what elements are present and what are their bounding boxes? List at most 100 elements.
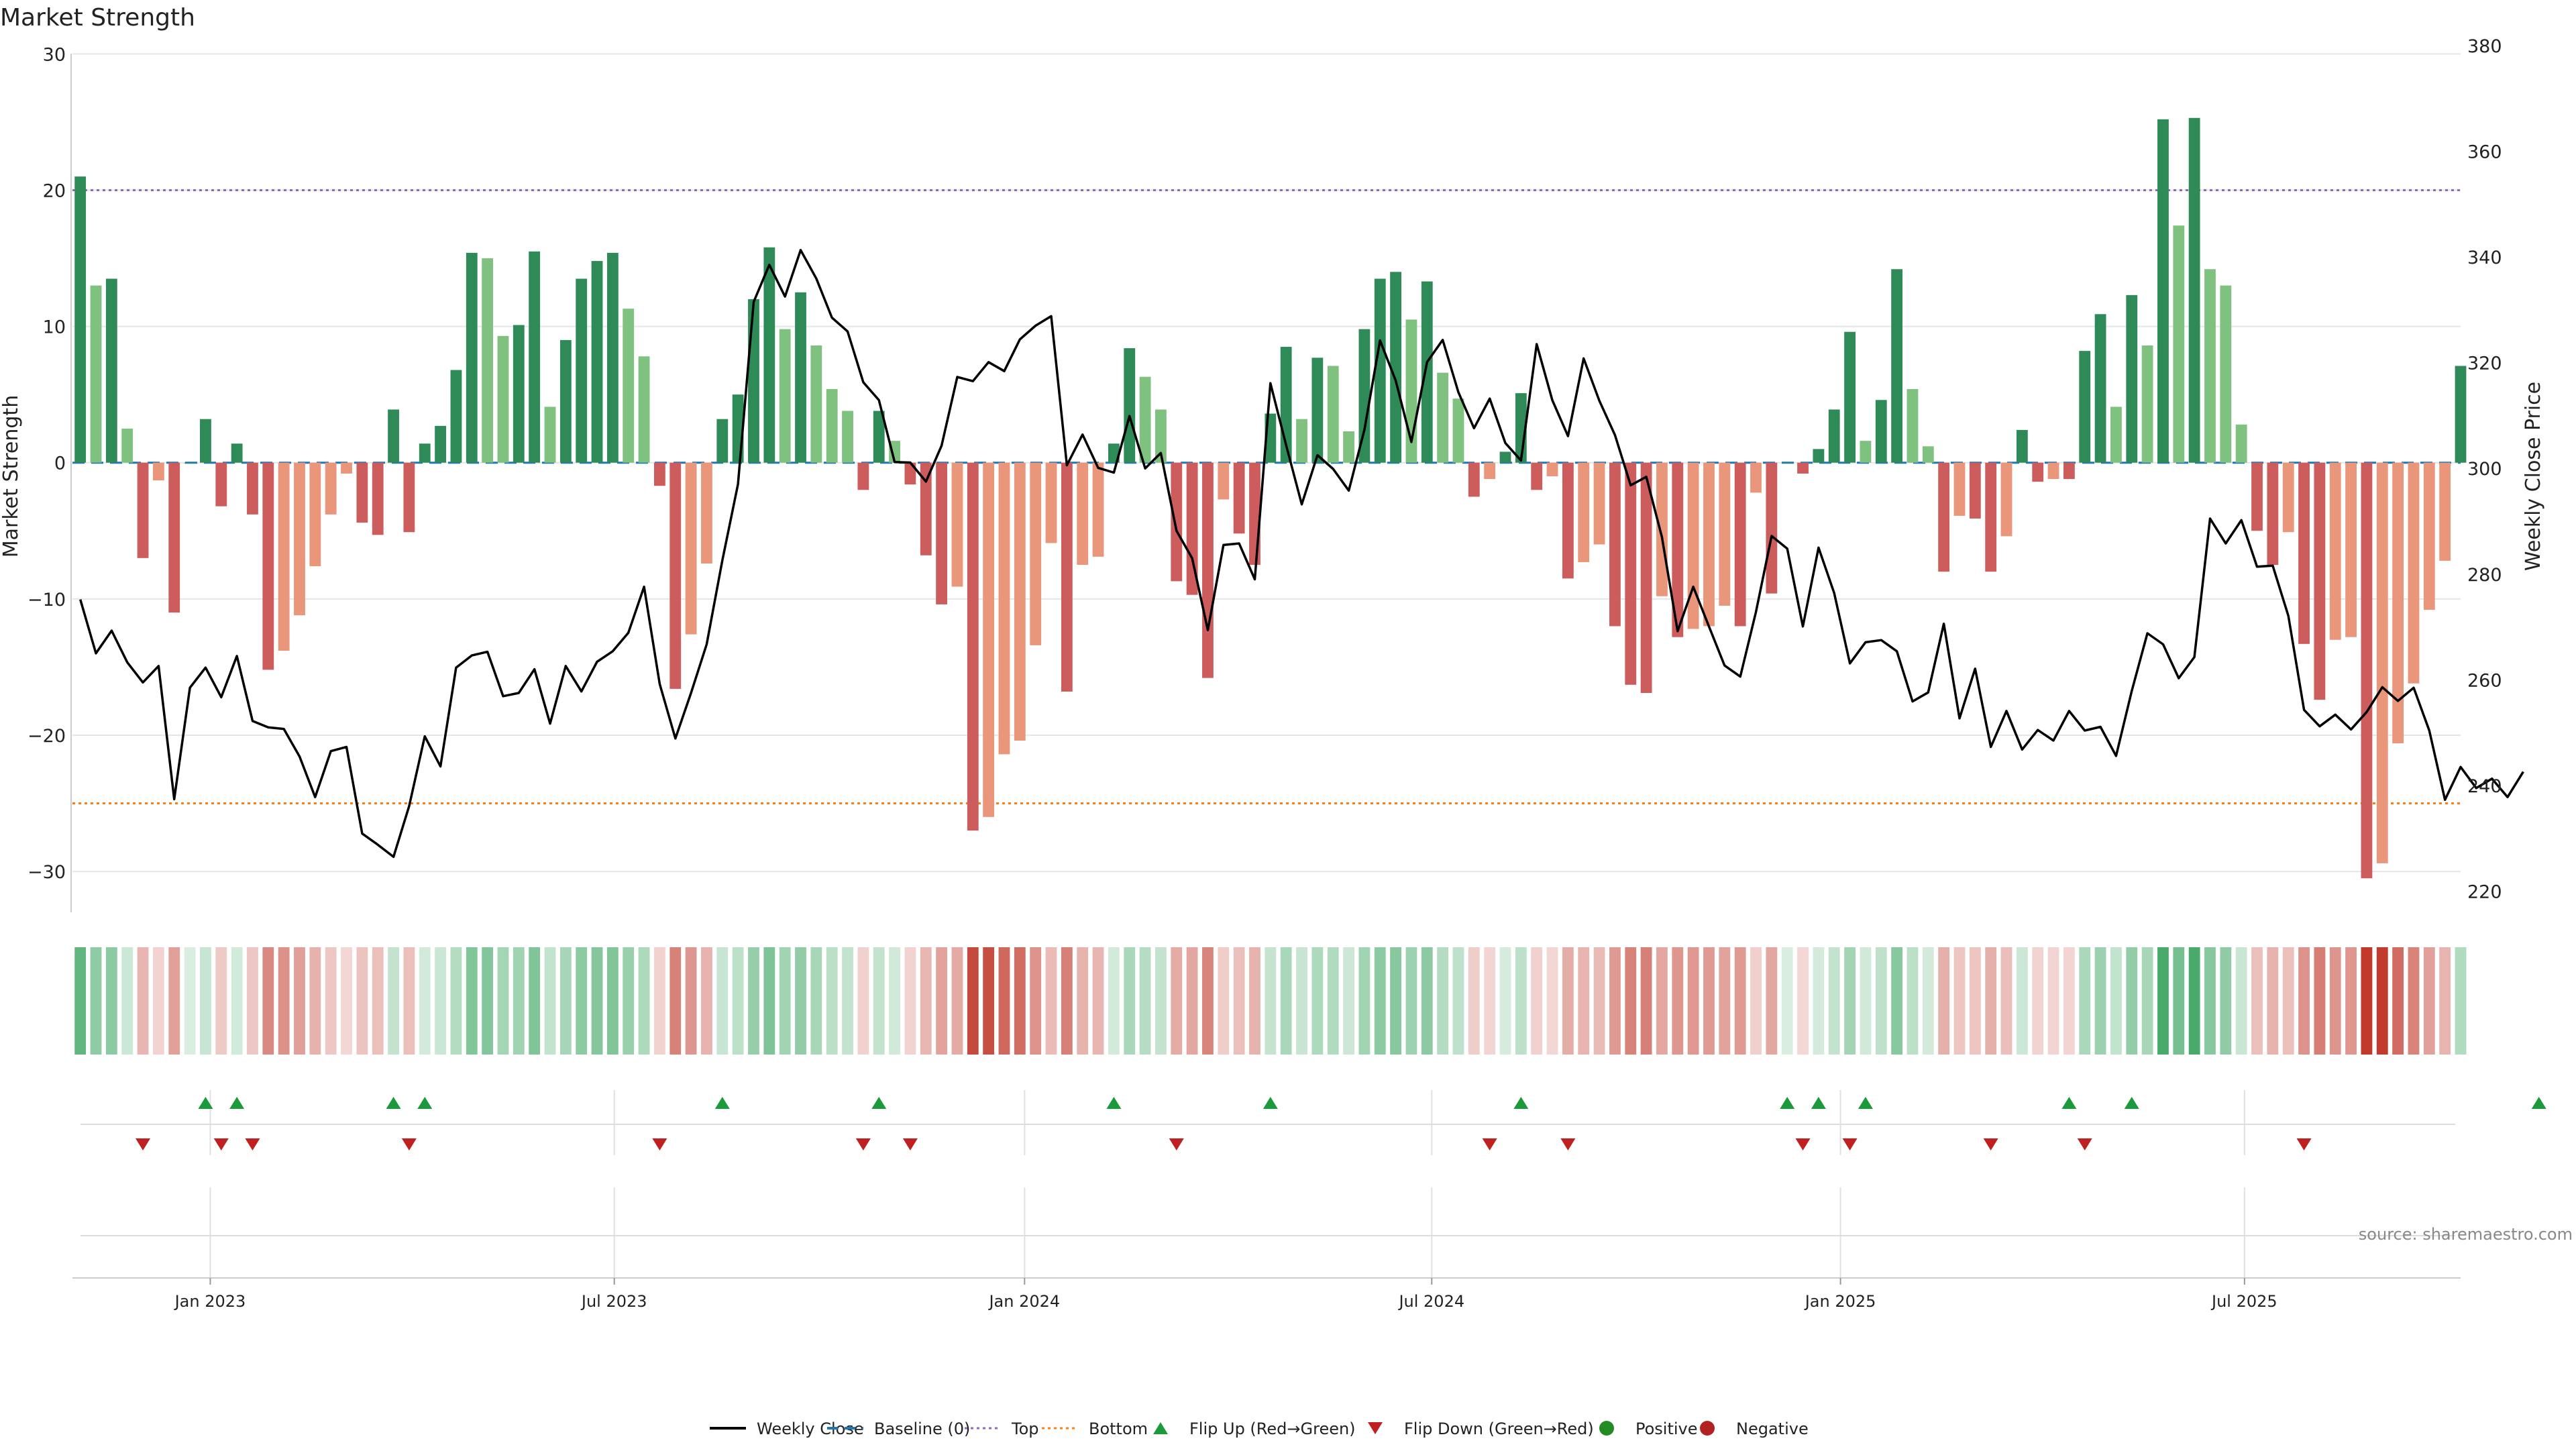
heat-cell	[1437, 947, 1449, 1055]
strength-bar	[716, 419, 729, 463]
strength-bar	[1672, 462, 1684, 637]
heat-cell	[74, 947, 87, 1055]
strength-bar	[1953, 462, 1966, 516]
strength-bar	[1609, 462, 1621, 627]
heat-cell	[1828, 947, 1840, 1055]
strength-bar	[685, 462, 697, 635]
y2-axis-label: Weekly Close Price	[2522, 382, 2545, 571]
strength-bar	[1875, 400, 1887, 463]
strength-bar	[1171, 462, 1183, 582]
x-tick-label: Jan 2024	[987, 1292, 1060, 1311]
heat-cell	[1907, 947, 1919, 1055]
heat-cell	[482, 947, 494, 1055]
strength-bar	[1374, 278, 1386, 463]
strength-bar	[1077, 462, 1089, 566]
x-tick-label: Jul 2025	[2210, 1292, 2277, 1311]
heat-cell	[121, 947, 133, 1055]
heat-cell	[591, 947, 603, 1055]
y2-tick-label: 360	[2467, 142, 2502, 162]
legend-label: Flip Down (Green→Red)	[1404, 1419, 1594, 1438]
legend-marker	[1599, 1421, 1614, 1436]
y2-tick-label: 340	[2467, 248, 2502, 268]
heat-cell	[309, 947, 321, 1055]
heat-cell	[1030, 947, 1042, 1055]
legend-label: Baseline (0)	[874, 1419, 970, 1438]
heat-cell	[1092, 947, 1104, 1055]
strength-bar	[1108, 443, 1120, 463]
strength-bar	[1218, 462, 1230, 500]
strength-bar	[294, 462, 305, 616]
heat-cell	[1233, 947, 1245, 1055]
strength-bar	[1155, 409, 1167, 463]
heat-cell	[951, 947, 963, 1055]
strength-bar	[1907, 389, 1919, 463]
heat-cell	[325, 947, 337, 1055]
strength-bar	[325, 462, 337, 515]
strength-bar	[168, 462, 180, 613]
strength-bar	[810, 345, 822, 463]
heat-cell	[1108, 947, 1120, 1055]
strength-bar	[1499, 451, 1511, 463]
heat-cell	[1703, 947, 1715, 1055]
strength-bar	[576, 278, 588, 463]
strength-bar	[1030, 462, 1042, 645]
x-tick-label: Jan 2023	[174, 1292, 246, 1311]
heat-cell	[1687, 947, 1699, 1055]
strength-bar	[231, 443, 243, 463]
strength-bar	[137, 462, 149, 558]
strength-bar	[2204, 269, 2216, 463]
heat-cell	[1844, 947, 1856, 1055]
strength-bar	[967, 462, 979, 831]
flip-up-marker	[2124, 1097, 2139, 1109]
x-tick-label: Jul 2024	[1397, 1292, 1464, 1311]
strength-bar	[2110, 407, 2122, 463]
heat-cell	[1405, 947, 1417, 1055]
legend: Weekly Close Baseline (0) Top Bottom Flip Up…	[710, 1419, 1809, 1438]
flip-up-marker	[1780, 1097, 1795, 1109]
strength-bar	[654, 462, 665, 486]
flip-up-marker	[417, 1097, 433, 1109]
strength-bar	[1781, 462, 1793, 464]
flip-down-marker	[652, 1138, 667, 1150]
heat-cell	[873, 947, 885, 1055]
strength-bar	[2079, 351, 2091, 463]
strength-bar	[2298, 462, 2310, 644]
heat-cell	[2251, 947, 2263, 1055]
heat-cell	[1922, 947, 1934, 1055]
heat-cell	[1124, 947, 1136, 1055]
heat-cell	[2423, 947, 2435, 1055]
heat-cell	[435, 947, 446, 1055]
strength-bar	[372, 462, 384, 535]
heat-cell	[2173, 947, 2185, 1055]
strength-bars	[74, 117, 2467, 879]
strength-bar	[1358, 329, 1371, 463]
flip-up-marker	[714, 1097, 730, 1109]
strength-bar	[1969, 462, 1981, 519]
date-separator-lines	[209, 1090, 2245, 1278]
heat-cell	[1374, 947, 1386, 1055]
strength-bar	[450, 370, 462, 463]
heat-cell	[1625, 947, 1637, 1055]
y-tick-label: 30	[43, 44, 66, 65]
weekly-close-line	[79, 249, 2524, 859]
strength-bar	[2439, 462, 2451, 561]
strength-bar	[2455, 366, 2467, 463]
strength-bar	[90, 285, 102, 463]
flip-up-marker	[2531, 1097, 2546, 1109]
heat-cell	[2220, 947, 2232, 1055]
heat-cell	[1766, 947, 1778, 1055]
heat-cell	[1390, 947, 1401, 1055]
heat-cell	[763, 947, 775, 1055]
heat-cell	[1609, 947, 1621, 1055]
heat-cell	[1499, 947, 1511, 1055]
strength-bar	[1296, 419, 1307, 463]
heat-cell	[2141, 947, 2153, 1055]
strength-bar	[2000, 462, 2012, 537]
strength-bar	[1343, 431, 1354, 463]
strength-bar	[606, 252, 619, 463]
heat-cell	[685, 947, 697, 1055]
legend-marker	[1368, 1422, 1383, 1434]
heat-cell	[105, 947, 117, 1055]
strength-bar	[184, 462, 196, 464]
heat-cell	[716, 947, 729, 1055]
